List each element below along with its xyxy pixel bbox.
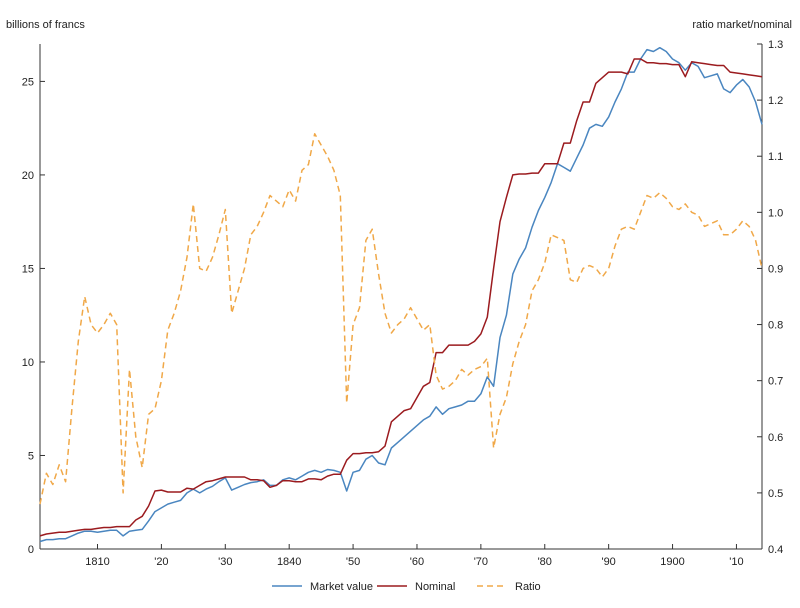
- right-tick-label: 0.4: [768, 544, 783, 556]
- plot-area: [39, 46, 763, 543]
- left-tick-label: 5: [28, 450, 34, 462]
- right-tick-label: 0.7: [768, 376, 783, 388]
- axes: 0 5 10 15 20 25 0.4 0.5 0.6 0.7 0.8 0.9 1.0 1.1 1.2 1.3…: [22, 39, 784, 568]
- series-line-market-value: [39, 46, 763, 543]
- left-tick-label: 15: [22, 263, 34, 275]
- legend: Market value Nominal Ratio: [272, 581, 541, 593]
- x-tick-label: '60: [410, 556, 424, 568]
- right-tick-label: 0.5: [768, 488, 783, 500]
- legend-label-nominal: Nominal: [415, 581, 455, 593]
- legend-label-market-value: Market value: [310, 581, 373, 593]
- x-tick-label: '20: [154, 556, 168, 568]
- right-axis-title: ratio market/nominal: [692, 19, 792, 31]
- right-tick-label: 1.3: [768, 39, 783, 51]
- left-tick-label: 0: [28, 544, 34, 556]
- series-line-ratio: [39, 133, 763, 505]
- x-tick-label: '70: [474, 556, 488, 568]
- right-tick-label: 1.1: [768, 151, 783, 163]
- x-tick-label: 1900: [660, 556, 684, 568]
- left-tick-label: 20: [22, 170, 34, 182]
- x-tick-label: '80: [538, 556, 552, 568]
- left-axis-title: billions of francs: [6, 19, 85, 31]
- right-tick-label: 0.6: [768, 432, 783, 444]
- x-tick-label: '50: [346, 556, 360, 568]
- x-tick-label: 1810: [85, 556, 109, 568]
- right-tick-label: 1.0: [768, 207, 783, 219]
- series-line-nominal: [39, 58, 763, 537]
- x-tick-label: 1840: [277, 556, 301, 568]
- left-tick-label: 10: [22, 357, 34, 369]
- x-tick-label: '10: [729, 556, 743, 568]
- right-tick-label: 0.9: [768, 263, 783, 275]
- right-tick-label: 0.8: [768, 320, 783, 332]
- x-tick-label: '90: [601, 556, 615, 568]
- left-tick-label: 25: [22, 76, 34, 88]
- x-tick-label: '30: [218, 556, 232, 568]
- right-tick-label: 1.2: [768, 95, 783, 107]
- legend-label-ratio: Ratio: [515, 581, 541, 593]
